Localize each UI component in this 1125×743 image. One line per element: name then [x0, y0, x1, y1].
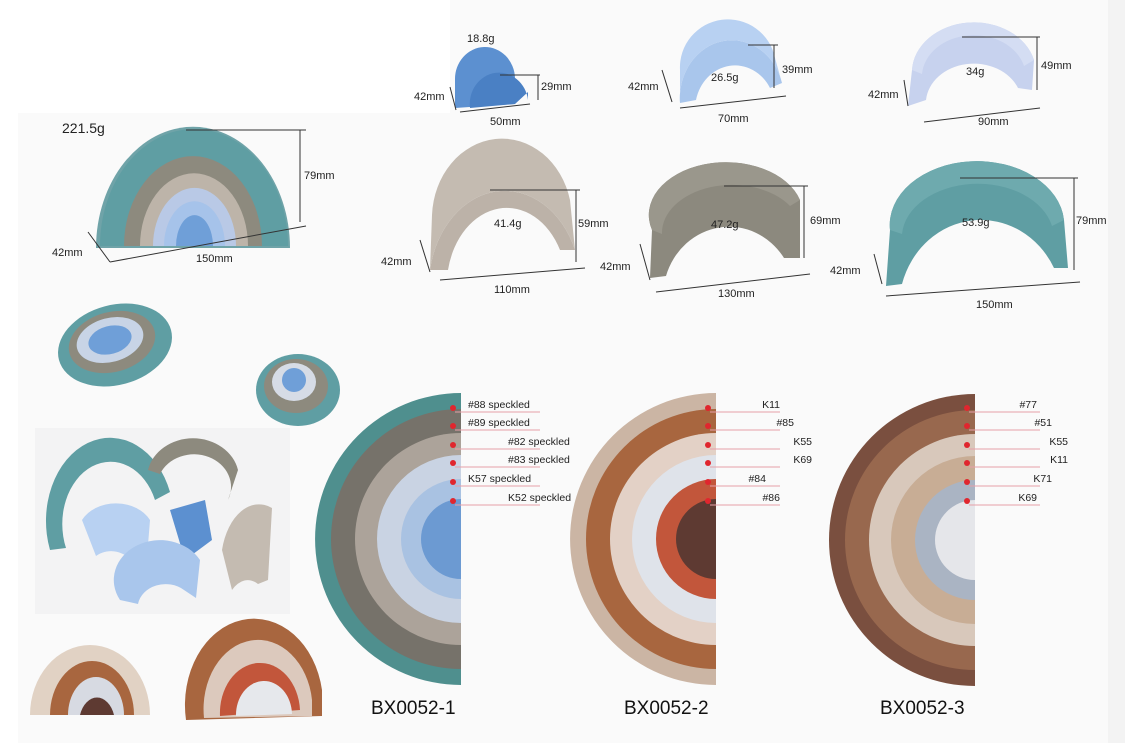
variant-3-dot-3	[964, 442, 970, 448]
variant-1-label-4: #83 speckled	[508, 454, 570, 466]
photo-brown-stack-1	[30, 645, 150, 715]
right-edge	[1108, 0, 1125, 743]
variant-2-diagram: K11 #85 K55 K69 #84 #86 BX0052-2	[570, 393, 812, 719]
piece-4-width: 110mm	[494, 284, 530, 296]
piece-4-illustration	[419, 138, 586, 281]
piece-5-depth: 42mm	[600, 261, 631, 273]
piece-1-depth: 42mm	[414, 91, 445, 103]
piece-2-height: 39mm	[782, 64, 813, 76]
piece-1-weight: 18.8g	[467, 33, 495, 45]
variant-1-code: BX0052-1	[371, 698, 456, 719]
piece-5-width: 130mm	[718, 288, 755, 300]
variant-1-dot-6	[450, 498, 456, 504]
variant-3-label-6: K69	[1018, 492, 1037, 504]
photo-brown-stack-2	[184, 618, 322, 720]
variant-1-dot-4	[450, 460, 456, 466]
variant-1-label-2: #89 speckled	[468, 417, 530, 429]
variant-3-diagram: #77 #51 K55 K11 K71 K69 BX0052-3	[829, 394, 1068, 719]
variant-2-dot-5	[705, 479, 711, 485]
variant-2-label-1: K11	[762, 399, 780, 411]
main-stack-width: 150mm	[196, 253, 233, 265]
variant-2-label-3: K55	[793, 436, 812, 448]
variant-2-ring-6	[676, 499, 716, 579]
piece-6-width: 150mm	[976, 299, 1013, 311]
variant-1-ring-6	[421, 499, 461, 579]
variant-2-code: BX0052-2	[624, 698, 709, 719]
piece-3-weight: 34g	[966, 66, 984, 78]
variant-3-label-5: K71	[1033, 473, 1052, 485]
main-stack-weight: 221.5g	[62, 120, 105, 136]
piece-6-depth: 42mm	[830, 265, 861, 277]
variant-1-label-6: K52 speckled	[508, 492, 571, 504]
piece-2-illustration	[661, 19, 787, 109]
variant-2-dot-4	[705, 460, 711, 466]
variant-3-ring-6	[935, 500, 975, 580]
variant-3-code: BX0052-3	[880, 698, 965, 719]
variant-1-label-5: K57 speckled	[468, 473, 531, 485]
piece-4-weight: 41.4g	[494, 218, 522, 230]
piece-5-weight: 47.2g	[711, 219, 739, 231]
piece-6-height: 79mm	[1076, 215, 1107, 227]
variant-2-label-2: #85	[776, 417, 794, 429]
piece-5-illustration	[639, 162, 811, 293]
variant-1-dot-1	[450, 405, 456, 411]
variant-3-dot-5	[964, 479, 970, 485]
variant-2-label-4: K69	[793, 454, 812, 466]
piece-4-depth: 42mm	[381, 256, 412, 268]
variant-2-label-6: #86	[762, 492, 780, 504]
piece-3-height: 49mm	[1041, 60, 1072, 72]
piece-1-width: 50mm	[490, 116, 521, 128]
variant-1-dot-2	[450, 423, 456, 429]
variant-2-dot-2	[705, 423, 711, 429]
variant-3-dot-4	[964, 460, 970, 466]
piece-5-height: 69mm	[810, 215, 841, 227]
piece-3-depth: 42mm	[868, 89, 899, 101]
photo-scattered-pieces	[35, 428, 290, 614]
variant-3-label-1: #77	[1019, 399, 1037, 411]
main-stack-illustration	[87, 126, 307, 263]
variant-3-dot-2	[964, 423, 970, 429]
main-stack-height: 79mm	[304, 170, 335, 182]
variants-group: #88 speckled #89 speckled #82 speckled #83 …	[315, 393, 1068, 719]
piece-3-illustration	[903, 22, 1041, 123]
piece-2-width: 70mm	[718, 113, 749, 125]
variant-1-label-3: #82 speckled	[508, 436, 570, 448]
variant-1-dot-5	[450, 479, 456, 485]
variant-2-dot-6	[705, 498, 711, 504]
piece-1-illustration	[449, 47, 540, 113]
piece-4-height: 59mm	[578, 218, 609, 230]
piece-6-illustration	[873, 161, 1081, 297]
piece-3-width: 90mm	[978, 116, 1009, 128]
variant-3-dot-1	[964, 405, 970, 411]
piece-1-height: 29mm	[541, 81, 572, 93]
piece-2-depth: 42mm	[628, 81, 659, 93]
variant-2-dot-1	[705, 405, 711, 411]
variant-2-label-5: #84	[748, 473, 766, 485]
photo-nested-stack-1	[58, 303, 172, 387]
variant-3-label-2: #51	[1034, 417, 1052, 429]
main-stack-depth: 42mm	[52, 247, 83, 259]
photo-nested-stack-2	[256, 354, 340, 426]
variant-3-label-4: K11	[1050, 454, 1068, 466]
variant-3-label-3: K55	[1049, 436, 1068, 448]
piece-2-weight: 26.5g	[711, 72, 739, 84]
variant-1-diagram: #88 speckled #89 speckled #82 speckled #83 …	[315, 393, 571, 719]
piece-6-weight: 53.9g	[962, 217, 990, 229]
variant-2-dot-3	[705, 442, 711, 448]
variant-1-label-1: #88 speckled	[468, 399, 530, 411]
variant-3-dot-6	[964, 498, 970, 504]
variant-1-dot-3	[450, 442, 456, 448]
